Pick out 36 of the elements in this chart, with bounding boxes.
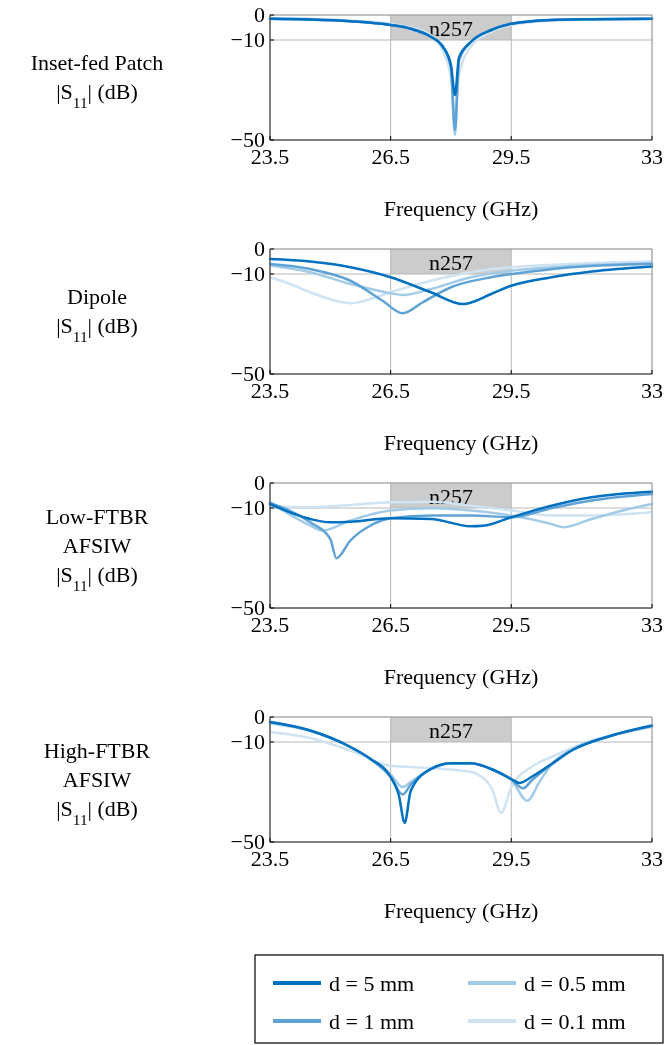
band-label: n257 [428,249,473,275]
x-axis-title: Frequency (GHz) [383,430,539,455]
band-label: n257 [428,15,473,41]
y-tick-label: −10 [230,27,265,52]
y-axis-title: Inset-fed Patch |S$_{11}$| (dB) [30,50,164,111]
y-axis-title: High-FTBR AFSIW |S$_{11}$| (dB) [43,737,151,827]
x-axis-title: Frequency (GHz) [383,664,539,689]
y-tick-label: 0 [254,470,265,495]
y-axis-title: Dipole |S$_{11}$| (dB) [56,284,138,345]
y-tick-label: 0 [254,704,265,729]
x-tick-label: 26.5 [371,612,410,637]
x-tick-label: 33 [641,378,663,403]
legend-label: d = 0.1 mm [524,1009,626,1034]
y-tick-label: −10 [230,729,265,754]
x-tick-label: 33 [641,144,663,169]
legend-label: d = 0.5 mm [524,971,626,996]
x-tick-label: 29.5 [492,846,531,871]
y-tick-label: −10 [230,495,265,520]
x-axis-title: Frequency (GHz) [383,898,539,923]
x-tick-label: 29.5 [492,378,531,403]
x-tick-label: 29.5 [492,144,531,169]
legend-label: d = 1 mm [329,1009,415,1034]
y-tick-label: −10 [230,261,265,286]
x-tick-label: 26.5 [371,846,410,871]
y-tick-label: 0 [254,2,265,27]
y-axis-title: Low-FTBR AFSIW |S$_{11}$| (dB) [45,503,149,593]
x-tick-label: 26.5 [371,378,410,403]
x-tick-label: 33 [641,612,663,637]
legend-label: d = 5 mm [329,971,415,996]
x-tick-label: 29.5 [492,612,531,637]
y-tick-label: 0 [254,236,265,261]
line-series [268,490,654,528]
x-tick-label: 33 [641,846,663,871]
x-tick-label: 26.5 [371,144,410,169]
band-label: n257 [428,717,473,743]
x-axis-title: Frequency (GHz) [383,196,539,221]
